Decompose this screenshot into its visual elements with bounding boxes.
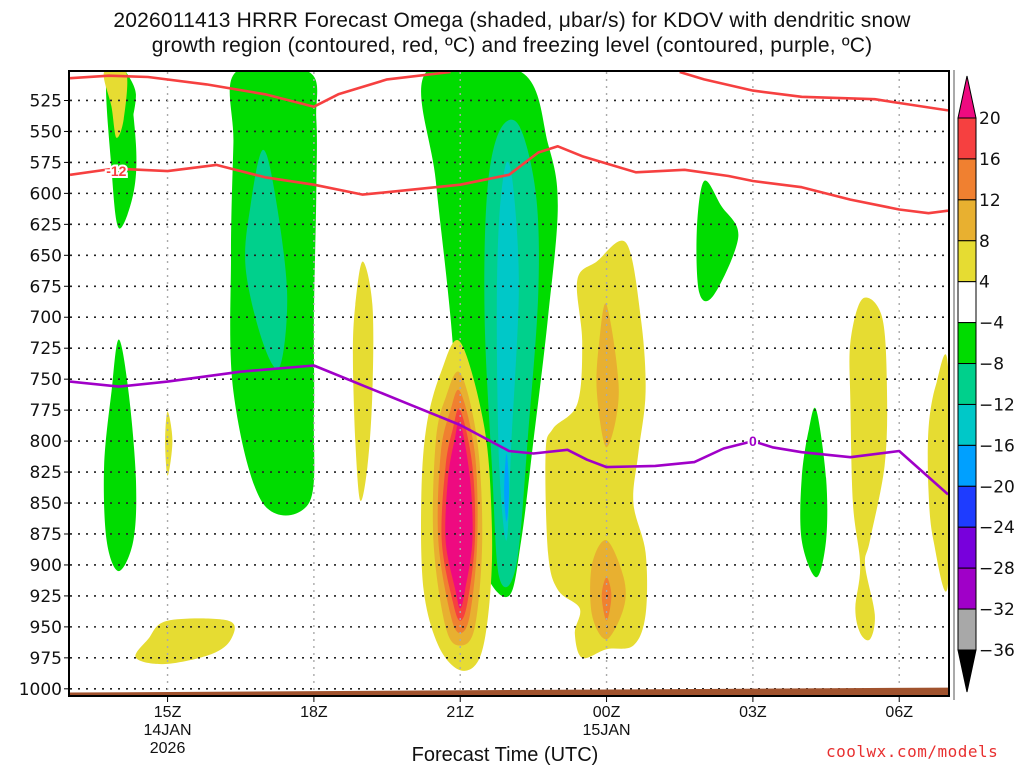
y-tick-label: 875 [30, 525, 62, 545]
y-tick-label: 700 [30, 308, 62, 328]
colorbar-label: 20 [979, 109, 1001, 129]
x-tick-label: 00Z [593, 704, 621, 721]
y-tick-label: 750 [30, 370, 62, 390]
omega-region-up-teal-c [245, 149, 288, 369]
gridlines [70, 72, 948, 695]
colorbar-swatch [957, 117, 977, 160]
y-tick-label: 1000 [19, 680, 62, 700]
y-tick-label: 650 [30, 246, 62, 266]
colorbar-label: −8 [979, 355, 1004, 375]
omega-region-dn-yel-b [165, 411, 173, 476]
y-tick-label: 925 [30, 587, 62, 607]
colorbar-label: 4 [979, 273, 990, 293]
x-tick-sublabel: 14JAN [144, 722, 192, 739]
colorbar-swatch [957, 199, 977, 242]
omega-region-up-green-e [696, 180, 739, 302]
y-tick-label: 775 [30, 401, 62, 421]
y-tick-label: 825 [30, 463, 62, 483]
colorbar-swatch [957, 444, 977, 487]
colorbar-label: −12 [979, 395, 1015, 415]
colorbar-label: −16 [979, 436, 1015, 456]
y-tick-label: 550 [30, 122, 62, 142]
contour-label-dgz: -12 [106, 163, 126, 179]
colorbar-swatch [957, 485, 977, 528]
y-tick-label: 675 [30, 277, 62, 297]
y-axis: 525 550 575 600 625 650 675 700 725 750 775 800 825 8… [19, 91, 70, 700]
y-tick-label: 850 [30, 494, 62, 514]
omega-region-dn-yel-h [927, 354, 948, 592]
colorbar-swatch [957, 526, 977, 569]
contour-label-freezing: 0 [749, 433, 757, 449]
colorbar-label: −32 [979, 600, 1015, 620]
omega-region-dn-yel-g [849, 297, 888, 641]
x-tick-label: 18Z [300, 704, 328, 721]
y-tick-label: 900 [30, 556, 62, 576]
omega-region-dn-yel-f [545, 240, 648, 659]
colorbar-swatch [957, 158, 977, 201]
plot-frame [68, 70, 950, 697]
omega-region-up-blue-d [504, 453, 509, 522]
colorbar: 20 16 12 8 4 −4 −8 −12 −16 −20 −24 −28 −32 −36 [953, 70, 1015, 700]
contour-layer: -12 0 [70, 72, 948, 496]
colorbar-swatch [957, 608, 977, 651]
ground-layer [70, 687, 948, 695]
omega-region-up-green-g [800, 407, 828, 578]
omega-region-dn-gold-f1 [596, 303, 619, 448]
colorbar-swatch [957, 322, 977, 365]
colorbar-label: −36 [979, 641, 1015, 661]
y-tick-label: 950 [30, 618, 62, 638]
colorbar-swatch [957, 240, 977, 283]
y-tick-label: 725 [30, 339, 62, 359]
contour-dgz-top [70, 72, 451, 108]
colorbar-arrow-bottom [957, 649, 977, 693]
x-tick-label: 21Z [446, 704, 474, 721]
x-tick-label: 03Z [739, 704, 767, 721]
colorbar-label: −4 [979, 314, 1004, 334]
colorbar-label: −28 [979, 559, 1015, 579]
contour-freezing-level [70, 364, 948, 496]
omega-region-dn-yel-a [103, 72, 128, 138]
colorbar-swatch [957, 403, 977, 446]
x-tick-sublabel: 2026 [150, 740, 186, 757]
colorbar-swatch [957, 363, 977, 405]
y-tick-label: 575 [30, 153, 62, 173]
y-tick-label: 975 [30, 649, 62, 669]
colorbar-label: 8 [979, 232, 990, 252]
y-tick-label: 625 [30, 215, 62, 235]
colorbar-arrow-top [957, 75, 977, 119]
x-tick-sublabel: 15JAN [583, 722, 631, 739]
contour-dgz-bottom [70, 145, 948, 215]
colorbar-swatch [957, 567, 977, 610]
colorbar-label: 12 [979, 191, 1001, 211]
y-tick-label: 525 [30, 91, 62, 111]
y-tick-label: 800 [30, 432, 62, 452]
omega-region-dn-yel-c [135, 618, 235, 665]
omega-region-up-cyan-d [496, 161, 519, 541]
x-tick-label: 15Z [154, 704, 182, 721]
colorbar-label: −24 [979, 518, 1015, 538]
omega-region-up-green-f [103, 339, 137, 572]
ground-surface [70, 687, 948, 695]
chart-title-line1: 2026011413 HRRR Forecast Omega (shaded, … [113, 9, 911, 32]
chart-title: 2026011413 HRRR Forecast Omega (shaded, … [0, 8, 1024, 58]
x-tick-label: 06Z [885, 704, 913, 721]
colorbar-swatch [957, 281, 977, 324]
colorbar-label: −20 [979, 477, 1015, 497]
contour-dgz-top-b [679, 72, 948, 112]
x-axis-label: Forecast Time (UTC) [411, 744, 599, 766]
omega-region-dn-magenta-e [445, 421, 473, 609]
credit-link[interactable]: coolwx.com/models [826, 742, 999, 761]
colorbar-label: 16 [979, 150, 1001, 170]
y-tick-label: 600 [30, 184, 62, 204]
chart-title-line2: growth region (contoured, red, ºC) and f… [151, 34, 873, 57]
